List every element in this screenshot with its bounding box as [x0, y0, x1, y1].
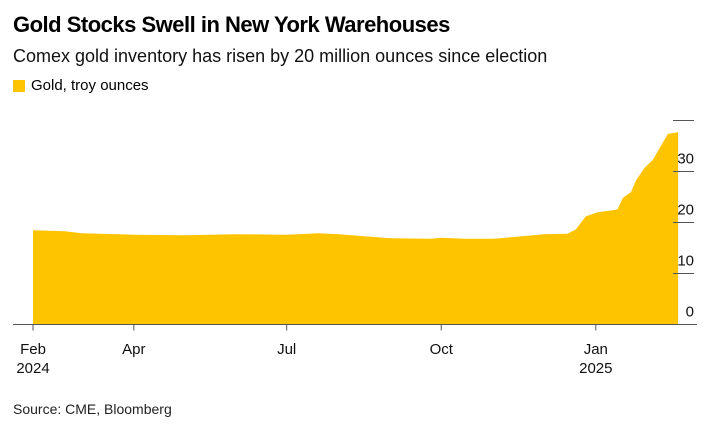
x-tick-sublabel: 2025 [579, 360, 612, 377]
x-tick-label: Apr [122, 341, 145, 358]
y-tick-label: 10 [677, 253, 694, 270]
chart-title: Gold Stocks Swell in New York Warehouses [13, 12, 450, 37]
y-tick-label: 30 [677, 151, 694, 168]
x-tick-label: Jul [277, 341, 296, 358]
legend-swatch [13, 79, 25, 92]
chart-subtitle: Comex gold inventory has risen by 20 mil… [13, 46, 548, 66]
x-tick-label: Jan [584, 341, 608, 358]
x-tick-label: Oct [430, 341, 454, 358]
x-tick-label: Feb [20, 341, 46, 358]
y-tick-label: 0 [686, 304, 694, 321]
gold-area [33, 132, 679, 325]
legend: Gold, troy ounces [13, 77, 149, 94]
x-tick-sublabel: 2024 [16, 360, 49, 377]
y-tick-label: 20 [677, 202, 694, 219]
legend-label: Gold, troy ounces [31, 77, 149, 94]
source-note: Source: CME, Bloomberg [13, 401, 172, 417]
